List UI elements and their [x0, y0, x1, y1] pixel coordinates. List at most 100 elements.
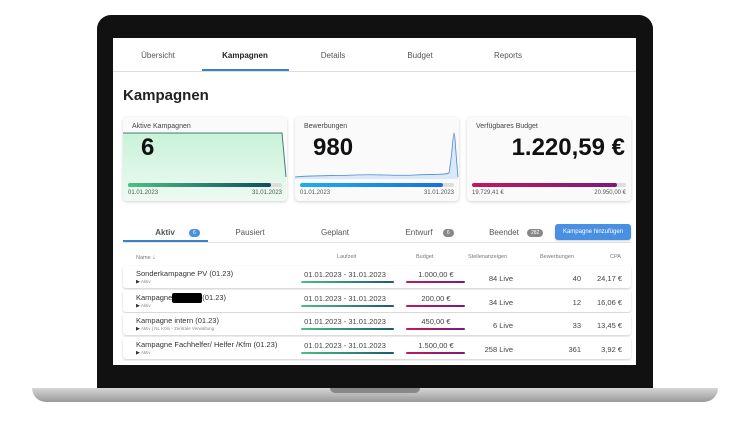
laufzeit: 01.01.2023 - 31.01.2023	[304, 294, 386, 303]
tab-aktiv[interactable]: Aktiv	[155, 228, 175, 237]
page-title: Kampagnen	[123, 87, 209, 104]
budget-bar	[406, 305, 465, 307]
tab-reports[interactable]: Reports	[493, 51, 523, 60]
divider	[123, 242, 631, 243]
active-tab-indicator	[123, 240, 208, 242]
header-name[interactable]: Name ↓	[136, 254, 156, 261]
play-icon: ▶	[136, 350, 140, 356]
status-text: Aktiv | NL Köln - Zentrale Verwaltung	[140, 326, 215, 331]
name-part: (01.23)	[202, 293, 227, 302]
progress-bar	[472, 183, 626, 187]
header-cpa[interactable]: CPA	[610, 254, 621, 260]
laufzeit: 01.01.2023 - 31.01.2023	[304, 341, 386, 350]
table-row[interactable]: Kampagne (01.23) ▶ Aktiv 01.01.2023 - 31.0…	[123, 290, 631, 312]
cpa: 24,17 €	[596, 274, 622, 283]
status: ▶ Aktiv	[136, 303, 151, 309]
bewerbungen: 12	[572, 298, 581, 307]
header-laufzeit[interactable]: Laufzeit	[337, 254, 357, 260]
header-stellenanzeigen[interactable]: Stellenanzeigen	[468, 254, 508, 260]
budget: 1.500,00 €	[418, 341, 454, 350]
badge-aktiv: 6	[189, 229, 200, 237]
play-icon: ▶	[136, 303, 140, 309]
tab-beendet[interactable]: Beendet	[489, 228, 519, 237]
name-part: Kampagne	[136, 293, 173, 302]
status: ▶ Aktiv | NL Köln - Zentrale Verwaltung	[136, 326, 214, 332]
table-row[interactable]: Kampagne intern (01.23) ▶ Aktiv | NL Köln…	[123, 313, 631, 335]
play-icon: ▶	[136, 326, 140, 332]
tab-entwurf[interactable]: Entwurf	[405, 228, 433, 237]
card-label: Bewerbungen	[304, 123, 348, 130]
card-value: 1.220,59 €	[511, 134, 625, 161]
add-campaign-button[interactable]: Kampagne hinzufügen	[555, 224, 631, 240]
card-value: 6	[141, 134, 155, 161]
bewerbungen: 361	[568, 345, 581, 354]
card-verfuegbares-budget: Verfügbares Budget 1.220,59 € 19.729,41 …	[467, 117, 631, 201]
table-row[interactable]: Kampagne Fachhelfer/ Helfer /Kfm (01.23)…	[123, 337, 631, 359]
campaign-name[interactable]: Kampagne (01.23)	[136, 293, 227, 304]
cpa: 3,92 €	[601, 345, 622, 354]
stellenanzeigen[interactable]: 84 Live	[488, 274, 513, 283]
cpa: 13,45 €	[596, 321, 622, 330]
play-icon: ▶	[136, 279, 140, 285]
budget: 1.000,00 €	[418, 270, 454, 279]
status: ▶ Aktiv	[136, 279, 151, 285]
laufzeit-bar	[301, 281, 394, 283]
card-label: Aktive Kampagnen	[132, 123, 191, 130]
card-value: 980	[313, 134, 354, 161]
laptop-base	[32, 388, 718, 402]
budget-bar	[406, 352, 465, 354]
cpa: 16,06 €	[596, 298, 622, 307]
redacted-block	[172, 293, 203, 304]
card-aktive-kampagnen: Aktive Kampagnen 6 01.01.2023 31.01.2023	[123, 117, 287, 201]
status: ▶ Aktiv	[136, 350, 151, 356]
laufzeit-bar	[301, 305, 394, 307]
campaign-name[interactable]: Kampagne intern (01.23)	[136, 316, 219, 325]
table-row[interactable]: Sonderkampagne PV (01.23) ▶ Aktiv 01.01.2…	[123, 266, 631, 288]
header-budget[interactable]: Budget	[416, 254, 434, 260]
tab-uebersicht[interactable]: Übersicht	[141, 51, 175, 60]
stellenanzeigen[interactable]: 6 Live	[492, 321, 513, 330]
card-bewerbungen: Bewerbungen 980 01.01.2023 31.01.2023	[295, 117, 459, 201]
card-label: Verfügbares Budget	[476, 123, 538, 130]
start-date: 01.01.2023	[128, 190, 159, 196]
progress-bar	[300, 183, 454, 187]
active-tab-indicator	[202, 69, 289, 71]
end-date: 31.01.2023	[251, 190, 282, 196]
tab-pausiert[interactable]: Pausiert	[235, 228, 265, 237]
status-text: Aktiv	[140, 303, 151, 308]
tab-kampagnen[interactable]: Kampagnen	[222, 51, 268, 60]
campaign-name[interactable]: Sonderkampagne PV (01.23)	[136, 269, 234, 278]
top-nav: Übersicht Kampagnen Details Budget Repor…	[113, 38, 636, 72]
laufzeit-bar	[301, 352, 394, 354]
stellenanzeigen[interactable]: 258 Live	[484, 345, 513, 354]
header-label: Name	[136, 255, 151, 261]
stellenanzeigen[interactable]: 34 Live	[488, 298, 513, 307]
bewerbungen: 33	[572, 321, 581, 330]
badge-entwurf: 6	[443, 229, 454, 237]
budget-bar	[406, 328, 465, 330]
budget-used: 19.729,41 €	[472, 190, 504, 196]
laptop-notch	[330, 388, 420, 393]
line-chart	[295, 132, 459, 179]
arrow-down-icon: ↓	[152, 254, 156, 261]
progress-bar	[128, 183, 282, 187]
status-text: Aktiv	[140, 279, 151, 284]
end-date: 31.01.2023	[423, 190, 454, 196]
badge-beendet: 282	[527, 229, 544, 237]
budget-bar	[406, 281, 465, 283]
laufzeit: 01.01.2023 - 31.01.2023	[304, 317, 386, 326]
tab-details[interactable]: Details	[320, 51, 346, 60]
laufzeit-bar	[301, 328, 394, 330]
tab-geplant[interactable]: Geplant	[320, 228, 350, 237]
campaign-name[interactable]: Kampagne Fachhelfer/ Helfer /Kfm (01.23)	[136, 340, 278, 349]
app-screen: Übersicht Kampagnen Details Budget Repor…	[113, 38, 636, 365]
bewerbungen: 40	[572, 274, 581, 283]
tab-budget[interactable]: Budget	[407, 51, 433, 60]
budget: 450,00 €	[421, 317, 451, 326]
laufzeit: 01.01.2023 - 31.01.2023	[304, 270, 386, 279]
status-text: Aktiv	[140, 350, 151, 355]
start-date: 01.01.2023	[300, 190, 331, 196]
budget: 200,00 €	[421, 294, 451, 303]
header-bewerbungen[interactable]: Bewerbungen	[540, 254, 574, 260]
budget-total: 20.950,00 €	[594, 190, 626, 196]
